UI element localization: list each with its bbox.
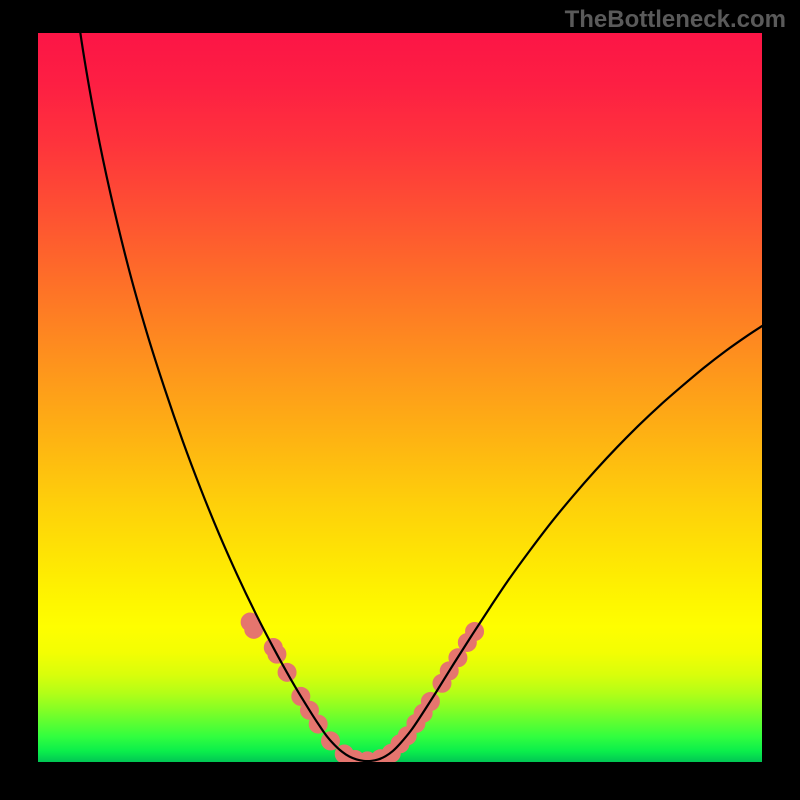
watermark-text: TheBottleneck.com (565, 6, 786, 34)
chart-plot-area (38, 33, 762, 762)
bottleneck-curve (74, 33, 762, 761)
chart-svg (38, 33, 762, 762)
